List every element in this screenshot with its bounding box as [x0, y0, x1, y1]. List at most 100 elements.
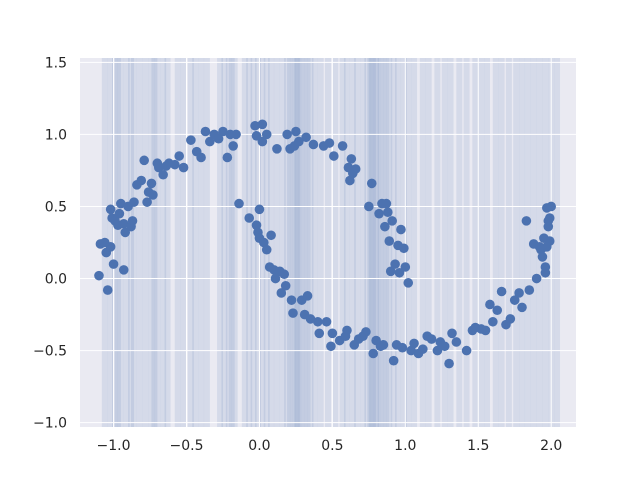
data-point — [524, 285, 535, 295]
plot-area — [80, 58, 576, 427]
data-point — [381, 198, 392, 209]
data-point — [105, 204, 116, 215]
data-point — [174, 151, 184, 161]
x-tick-label: −0.5 — [169, 438, 203, 454]
data-point — [234, 198, 244, 209]
data-point — [153, 162, 164, 173]
data-point — [266, 230, 276, 241]
x-axis-ticks: −1.0 −0.5 0.0 0.5 1.0 1.5 2.0 — [97, 438, 563, 454]
data-point — [418, 344, 428, 354]
data-point — [291, 126, 301, 137]
data-point — [394, 267, 405, 278]
x-tick-label: 0.5 — [321, 438, 343, 454]
data-point — [305, 314, 316, 324]
y-tick-label: 0.0 — [45, 272, 67, 288]
data-point — [366, 178, 377, 189]
data-point — [302, 291, 313, 301]
data-point — [282, 129, 292, 140]
y-tick-label: 0.5 — [45, 199, 67, 215]
data-point — [399, 243, 409, 254]
data-point — [383, 207, 393, 218]
data-point — [546, 201, 556, 212]
data-point — [544, 236, 555, 246]
data-point — [329, 151, 339, 161]
data-point — [543, 216, 554, 226]
data-point — [312, 316, 323, 327]
data-point — [142, 197, 152, 207]
data-point — [244, 213, 255, 223]
data-point — [368, 348, 379, 359]
data-point — [213, 133, 224, 144]
data-point — [505, 314, 516, 324]
data-point — [257, 136, 268, 147]
data-points — [94, 119, 556, 369]
data-point — [257, 119, 268, 130]
data-point — [537, 252, 548, 262]
data-point — [200, 126, 211, 137]
data-point — [517, 302, 527, 313]
data-point — [321, 316, 332, 327]
data-point — [280, 280, 291, 291]
data-point — [251, 131, 262, 141]
data-point — [127, 216, 138, 226]
data-point — [374, 208, 384, 219]
data-point — [324, 138, 335, 148]
data-point — [361, 327, 371, 337]
data-point — [409, 338, 419, 349]
data-point — [426, 334, 437, 344]
data-point — [400, 262, 411, 272]
data-point — [461, 345, 472, 356]
data-point — [286, 295, 297, 305]
data-point — [531, 273, 542, 284]
data-point — [102, 285, 113, 295]
data-point — [451, 337, 462, 347]
data-point — [337, 141, 348, 151]
data-point — [444, 358, 454, 369]
y-tick-label: 1.5 — [45, 55, 67, 71]
data-point — [288, 308, 298, 318]
data-point — [105, 242, 116, 252]
data-point — [327, 328, 338, 339]
data-point — [259, 237, 269, 248]
data-point — [272, 144, 282, 154]
data-point — [250, 120, 260, 131]
y-tick-label: 1.0 — [45, 127, 67, 143]
data-point — [218, 126, 228, 137]
data-point — [116, 198, 126, 209]
data-point — [540, 267, 551, 278]
data-point — [231, 129, 241, 140]
data-point — [148, 190, 158, 200]
data-point — [261, 244, 272, 255]
data-point — [396, 224, 406, 235]
x-tick-label: −1.0 — [97, 438, 131, 454]
data-point — [403, 278, 414, 288]
vertical-line-layer — [101, 58, 561, 427]
data-point — [496, 286, 507, 297]
x-tick-label: 1.0 — [394, 438, 416, 454]
data-point — [439, 341, 450, 352]
data-point — [342, 325, 352, 336]
data-point — [388, 355, 399, 366]
data-point — [364, 201, 374, 212]
data-point — [314, 328, 325, 339]
data-point — [485, 299, 495, 310]
data-point — [378, 340, 389, 350]
data-point — [345, 175, 355, 186]
x-tick-label: 0.0 — [248, 438, 270, 454]
x-tick-label: 1.5 — [467, 438, 489, 454]
data-point — [294, 136, 304, 147]
data-point — [254, 204, 265, 215]
data-point — [509, 295, 520, 305]
data-point — [514, 288, 524, 298]
data-point — [326, 341, 336, 352]
x-tick-label: 2.0 — [540, 438, 562, 454]
data-point — [488, 316, 498, 327]
y-axis-ticks: −1.0 −0.5 0.0 0.5 1.0 1.5 — [33, 55, 67, 431]
data-point — [492, 305, 503, 316]
data-point — [139, 155, 149, 166]
data-point — [279, 269, 290, 280]
data-point — [129, 197, 139, 207]
data-point — [228, 141, 238, 151]
data-point — [136, 175, 147, 186]
